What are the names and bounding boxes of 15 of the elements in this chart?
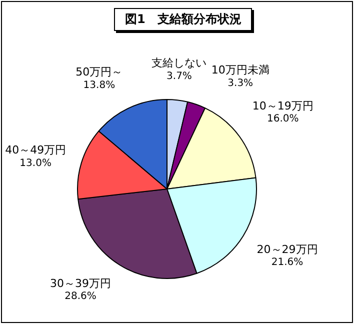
data-label: 3.3% [228,78,254,89]
chart-title: 図1 支給額分布状況 [114,8,252,31]
data-label: 16.0% [266,114,299,125]
data-label: 3.7% [166,70,192,82]
data-label: 13.0% [20,158,52,169]
slice-label: 20～29万円 [256,242,318,256]
data-label: 13.8% [83,80,116,91]
slice-label: 30～39万円 [50,276,112,290]
slice-label: 50万円～ [76,66,123,79]
slice-label: 10～19万円 [252,99,314,112]
slice-label: 支給しない [152,56,207,70]
data-label: 21.6% [271,257,304,268]
slice-label: 10万円未満 [211,64,270,77]
slice-label: 40～49万円 [5,144,66,157]
data-label: 28.6% [64,291,96,302]
